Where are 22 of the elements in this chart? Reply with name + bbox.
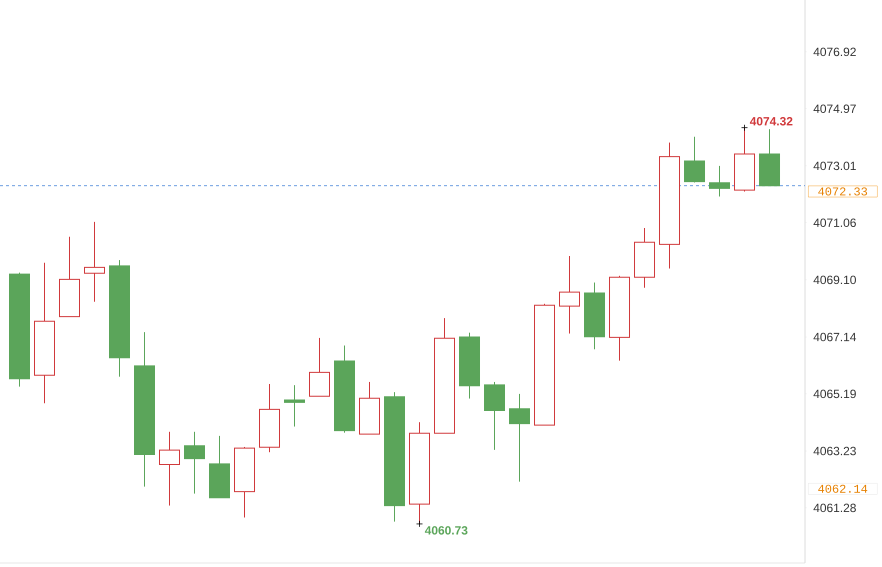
candlestick	[159, 431, 180, 506]
candlestick	[184, 431, 206, 494]
y-tick-label: 4063.23	[813, 446, 856, 456]
text: 4062.14	[818, 484, 868, 493]
candlestick	[559, 255, 580, 334]
ref-line-label: 4072.33	[818, 187, 868, 196]
annotation: 4074.32	[750, 117, 792, 126]
y-tick-label: 4061.28	[813, 504, 856, 512]
y-tick-label: 4073.01	[813, 162, 856, 170]
candlestick	[709, 165, 730, 198]
annotation: 4060.73	[424, 526, 468, 535]
candlestick	[84, 221, 105, 302]
candlestick	[284, 384, 306, 428]
y-tick-label: 4069.10	[813, 276, 856, 284]
candlestick	[509, 393, 530, 482]
y-tick-label: 4074.97	[813, 104, 856, 113]
candlestick	[684, 136, 706, 184]
y-tick-label: 4071.06	[813, 218, 856, 227]
y-tick-label: 4065.19	[813, 390, 856, 398]
y-tick-label: 4076.92	[813, 48, 856, 56]
y-tick-label: 4067.14	[813, 332, 856, 342]
candlestick	[309, 337, 330, 397]
